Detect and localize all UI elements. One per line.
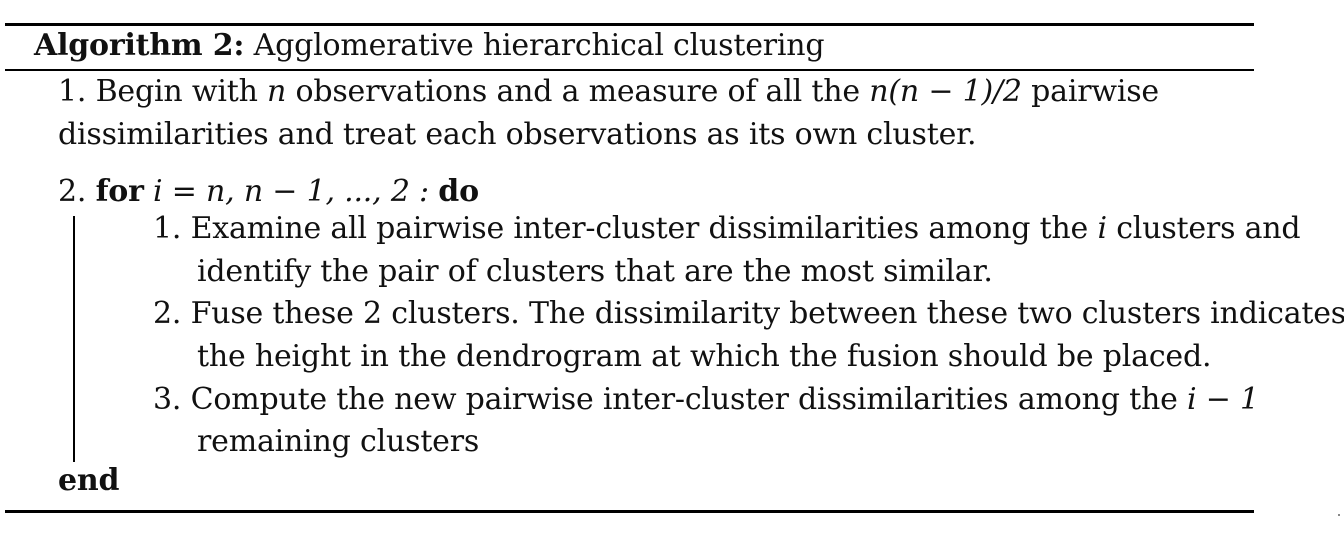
- step-1-text-c: pairwise: [1031, 74, 1159, 109]
- substep-2-number: 2.: [153, 296, 182, 331]
- loop-body-bar: [73, 216, 75, 462]
- substep-3-number: 3.: [153, 382, 182, 417]
- algorithm-label: Algorithm 2:: [34, 28, 245, 63]
- substep-3-formula: i − 1: [1186, 382, 1259, 417]
- algorithm-title: Agglomerative hierarchical clustering: [253, 28, 825, 63]
- substep-2-line-2: the height in the dendrogram at which th…: [197, 339, 1212, 374]
- step-1-text-a: Begin with: [95, 74, 258, 109]
- for-keyword: for: [95, 174, 144, 209]
- top-rule: [5, 23, 1254, 26]
- substep-3-line-2: remaining clusters: [197, 424, 480, 459]
- step-1-text-b: observations and a measure of all the: [295, 74, 861, 109]
- step-1-pair-count-formula: n(n − 1)/2: [869, 74, 1022, 109]
- loop-expression: i = n, n − 1, ..., 2 :: [153, 174, 429, 209]
- substep-1-text-a: Examine all pairwise inter-cluster dissi…: [190, 211, 1089, 246]
- substep-1-i-variable: i: [1097, 211, 1107, 246]
- substep-1-number: 1.: [153, 211, 182, 246]
- bottom-rule: [5, 510, 1254, 513]
- do-keyword: do: [438, 174, 479, 209]
- step-2-number: 2.: [58, 174, 87, 209]
- substep-1-text-b: clusters and: [1116, 211, 1301, 246]
- substep-3-text-a: Compute the new pairwise inter-cluster d…: [190, 382, 1178, 417]
- heading-rule: [5, 69, 1254, 71]
- substep-3-line-1: 3. Compute the new pairwise inter-cluste…: [153, 382, 1259, 418]
- step-2-loop-header: 2. for i = n, n − 1, ..., 2 : do: [58, 174, 479, 210]
- step-1-line-2: dissimilarities and treat each observati…: [58, 117, 977, 152]
- step-1-n-variable: n: [267, 74, 287, 109]
- substep-2-text: Fuse these 2 clusters. The dissimilarity…: [190, 296, 1344, 331]
- end-keyword: end: [58, 463, 120, 498]
- substep-2-line-1: 2. Fuse these 2 clusters. The dissimilar…: [153, 296, 1344, 332]
- algorithm-heading: Algorithm 2: Agglomerative hierarchical …: [34, 28, 825, 64]
- step-1-number: 1.: [58, 74, 87, 109]
- substep-1-line-1: 1. Examine all pairwise inter-cluster di…: [153, 211, 1301, 247]
- scan-speck: [1338, 514, 1340, 516]
- substep-1-line-2: identify the pair of clusters that are t…: [197, 254, 993, 289]
- step-1-line-1: 1. Begin with n observations and a measu…: [58, 74, 1159, 110]
